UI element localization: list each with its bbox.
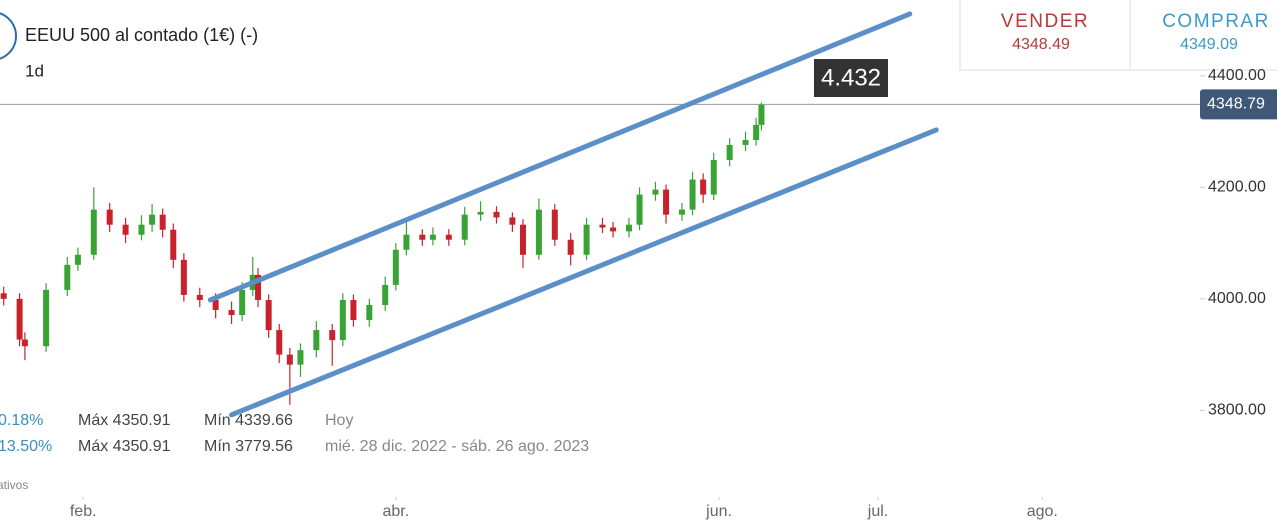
x-tick-label: jul.	[867, 503, 888, 520]
buy-button[interactable]: COMPRAR	[1162, 11, 1270, 32]
change: 13.50%	[0, 438, 52, 455]
candle-body	[16, 298, 23, 340]
candle-body	[419, 234, 426, 240]
candle-body	[228, 309, 235, 316]
trendline	[207, 11, 913, 303]
candle-body	[43, 289, 50, 347]
candle-body	[551, 209, 558, 240]
candle-body	[652, 189, 659, 195]
max: Máx 4350.91	[78, 438, 171, 455]
candle-body	[159, 214, 166, 230]
candle-body	[599, 224, 606, 228]
change: 0.18%	[0, 412, 43, 429]
sell-button[interactable]: VENDER	[1001, 11, 1089, 32]
candle-body	[742, 139, 749, 145]
candle-body	[726, 144, 733, 161]
x-tick-label: feb.	[70, 503, 97, 520]
buy-price: 4349.09	[1180, 36, 1238, 53]
min: Mín 4339.66	[204, 412, 293, 429]
candle-body	[392, 249, 399, 285]
candle-body	[122, 224, 129, 235]
annotation: 4.432	[821, 64, 881, 91]
candle-body	[509, 217, 516, 225]
candle-body	[519, 224, 526, 255]
y-tick-label: 3800.00	[1208, 402, 1266, 419]
candle-body	[297, 350, 304, 365]
candle-body	[663, 189, 670, 215]
x-tick-label: ago.	[1027, 503, 1058, 520]
candle-body	[64, 264, 71, 290]
candle-body	[0, 293, 7, 299]
y-tick-label: 4400.00	[1208, 67, 1266, 84]
interval: 1d	[25, 61, 44, 80]
last-price-label: 4348.79	[1207, 96, 1265, 113]
candle-body	[445, 234, 452, 240]
candle-body	[366, 304, 373, 321]
candle-body	[339, 299, 346, 341]
candle-body	[477, 211, 484, 215]
instrument-title: EEUU 500 al contado (1€) (-)	[25, 25, 258, 45]
x-tick-label: abr.	[382, 503, 409, 520]
candle-body	[403, 234, 410, 250]
candle-body	[196, 294, 203, 300]
candle-body	[678, 209, 685, 215]
candle-body	[689, 179, 696, 210]
x-tick-label: jun.	[705, 503, 732, 520]
candle-body	[90, 209, 97, 255]
candle-body	[567, 239, 574, 255]
footnote: ativos	[0, 478, 28, 492]
candle-body	[636, 194, 643, 225]
candle-body	[239, 289, 246, 316]
candle-body	[313, 330, 320, 351]
plot: 4.432 4400.00 4200.00 4000.00 3800.00 4348.79…	[0, 11, 1277, 520]
min: Mín 3779.56	[204, 438, 293, 455]
candle-body	[700, 179, 707, 195]
annotation-box	[814, 59, 888, 97]
sell-price: 4348.49	[1012, 36, 1070, 53]
candle-body	[350, 299, 357, 321]
candle-body	[329, 330, 336, 341]
candle-body	[276, 330, 283, 355]
candle-body	[610, 227, 617, 232]
candle-body	[429, 234, 436, 240]
candle-body	[535, 209, 542, 255]
candle-body	[21, 339, 28, 347]
candle-body	[382, 284, 389, 305]
candle-body	[493, 211, 500, 218]
y-tick-label: 4200.00	[1208, 179, 1266, 196]
quote-box	[959, 0, 1277, 71]
candle-body	[180, 259, 187, 295]
candle-body	[170, 229, 177, 260]
y-tick-label: 4000.00	[1208, 290, 1266, 307]
candle-body	[583, 224, 590, 255]
candle-body	[106, 209, 113, 225]
max: Máx 4350.91	[78, 412, 171, 429]
candle-body	[753, 124, 760, 140]
candle-body	[265, 299, 272, 331]
period: mié. 28 dic. 2022 - sáb. 26 ago. 2023	[325, 438, 589, 455]
candle-body	[461, 214, 468, 240]
period: Hoy	[325, 412, 353, 429]
candle-body	[212, 299, 219, 310]
trendline	[229, 127, 939, 418]
icon	[0, 12, 17, 60]
candle-body	[286, 354, 293, 365]
candle-body	[255, 274, 262, 300]
candle-body	[625, 224, 632, 232]
candle-body	[74, 254, 81, 265]
last-price-tag	[1200, 89, 1277, 120]
candle-body	[710, 160, 717, 195]
candle-body	[138, 224, 145, 235]
candle-body	[149, 214, 156, 225]
candle-body	[758, 104, 765, 125]
